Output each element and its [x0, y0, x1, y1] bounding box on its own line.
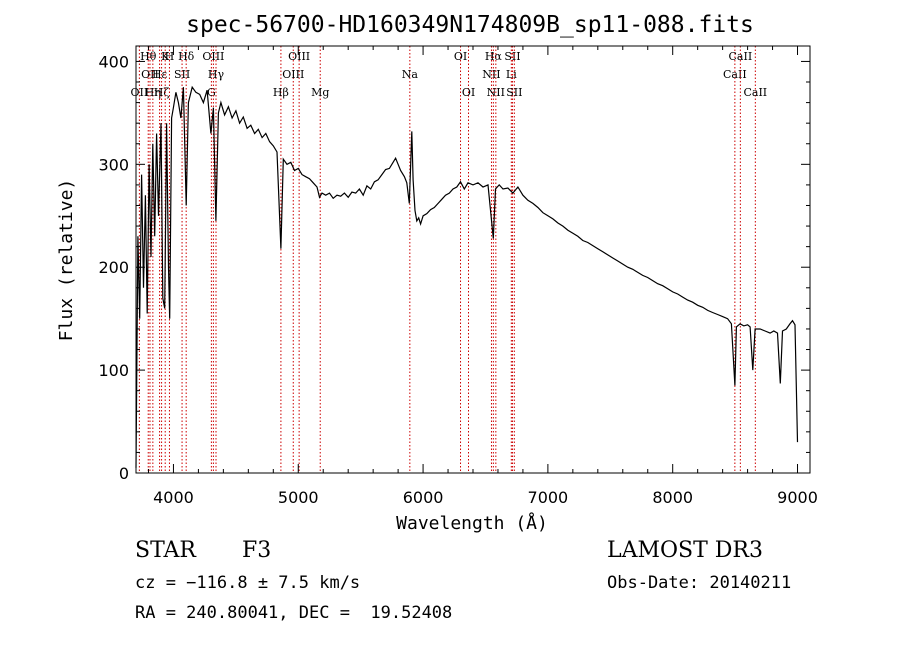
spectral-line-label: Hζ [154, 86, 170, 99]
spectral-line-label: OIII [288, 50, 310, 63]
spectral-line-label: Hε [152, 68, 168, 81]
spectral-line-label: Hβ [273, 86, 289, 99]
spectral-line-label: NII [487, 86, 505, 99]
spectral-line-label: Mg [311, 86, 329, 99]
y-tick-label: 400 [98, 52, 129, 71]
chart-title: spec-56700-HD160349N174809B_sp11-088.fit… [186, 12, 754, 38]
spectral-line-markers: OIIHθOIIHηHεHζKHSIIHδGOIIIHγHβOIIIOIIIMg… [131, 46, 767, 473]
object-subclass: F3 [242, 538, 272, 563]
object-class: STAR [135, 538, 196, 563]
y-tick-label: 300 [98, 155, 129, 174]
spectral-line-label: OII [141, 68, 159, 81]
coordinates: RA = 240.80041, DEC = 19.52408 [135, 603, 453, 623]
plot-frame [135, 45, 811, 474]
y-tick-label: 0 [119, 464, 129, 483]
x-tick-label: 7000 [528, 488, 569, 507]
spectral-line-label: Hδ [178, 50, 195, 63]
spectral-line-label: OI [454, 50, 467, 63]
spectrum-series [135, 85, 799, 468]
spectral-line-label: SII [506, 86, 522, 99]
observation-date: Obs-Date: 20140211 [607, 573, 792, 593]
spectral-line-label: Hα [485, 50, 503, 63]
spectral-line-label: SII [504, 50, 520, 63]
spectral-line-label: OII [131, 86, 149, 99]
y-tick-label: 100 [98, 361, 129, 380]
x-axis-label: Wavelength (Å) [396, 512, 548, 534]
spectral-line-label: OIII [202, 50, 224, 63]
spectral-line-label: OI [462, 86, 475, 99]
redshift-value: cz = −116.8 ± 7.5 km/s [135, 573, 361, 593]
spectral-line-label: NII [482, 68, 500, 81]
spectral-line-label: K [161, 50, 170, 63]
spectral-line-label: Hη [145, 86, 161, 99]
x-tick-label: 6000 [403, 488, 444, 507]
spectral-line-label: CaII [743, 86, 767, 99]
spectral-line-label: Hγ [208, 68, 225, 81]
spectral-line-label: H [165, 50, 175, 63]
spectral-line-label: OIII [282, 68, 304, 81]
spectral-line-label: CaII [729, 50, 753, 63]
y-axis: 0 100 200 300 400 [98, 52, 810, 483]
spectral-line-label: Li [506, 68, 517, 81]
y-tick-label: 200 [98, 258, 129, 277]
x-axis: 4000 5000 6000 7000 8000 9000 [147, 46, 818, 507]
y-axis-label: Flux (relative) [56, 179, 77, 342]
spectral-line-label: SII [174, 68, 190, 81]
x-tick-label: 9000 [777, 488, 818, 507]
survey-name: LAMOST DR3 [607, 538, 763, 563]
spectral-line-label: CaII [723, 68, 747, 81]
spectral-line-label: Na [402, 68, 419, 81]
x-tick-label: 5000 [278, 488, 319, 507]
spectral-line-label: G [207, 86, 216, 99]
x-tick-label: 4000 [153, 488, 194, 507]
x-tick-label: 8000 [652, 488, 693, 507]
